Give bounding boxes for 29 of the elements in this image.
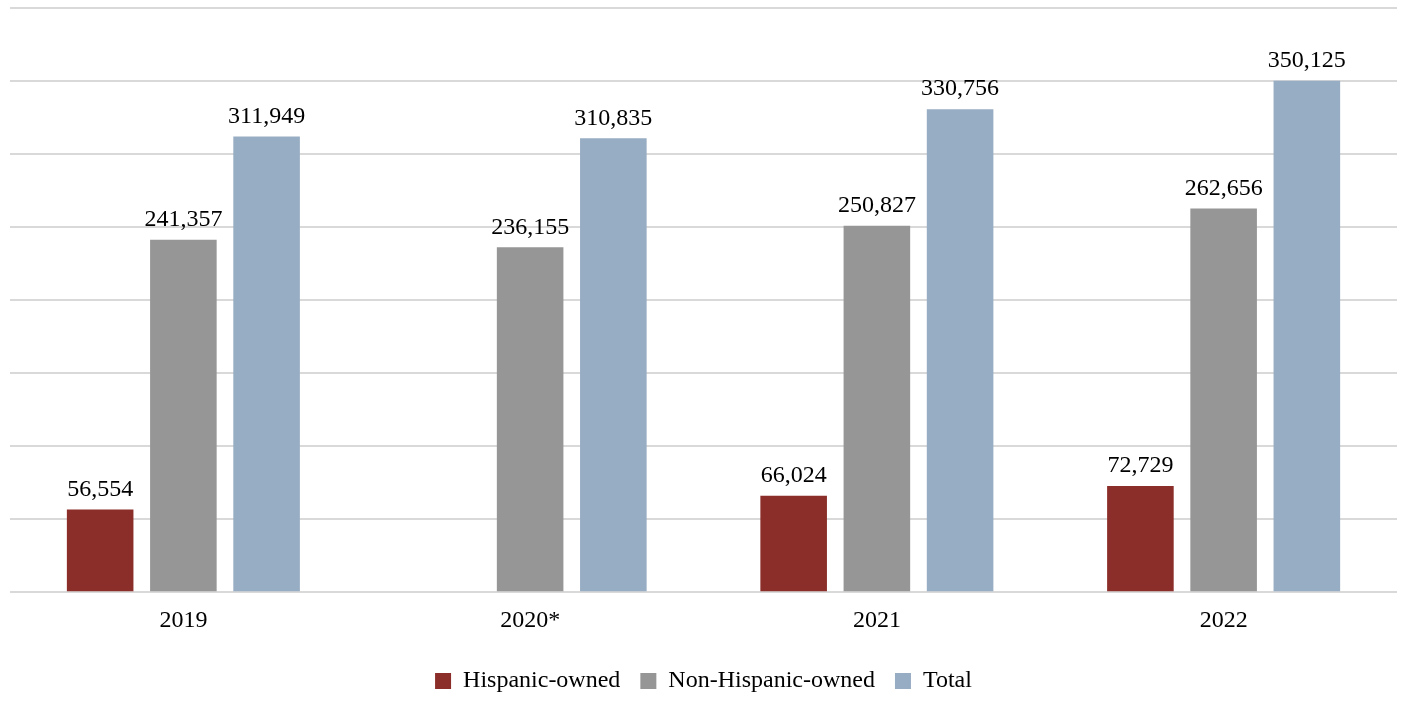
data-label: 250,827 [837,191,916,218]
bar [1273,80,1341,592]
bar [580,138,647,592]
x-tick-label: 2020* [500,605,561,632]
bar [150,239,217,592]
data-label: 310,835 [574,103,653,130]
x-tick-label: 2019 [159,605,208,632]
bar [843,225,911,592]
legend-label: Total [922,666,973,693]
legend-label: Non-Hispanic-owned [668,666,875,693]
data-label: 72,729 [1107,451,1174,478]
data-label: 56,554 [67,474,134,501]
bar [1190,208,1257,592]
bar [496,247,564,592]
legend-label: Hispanic-owned [463,666,621,693]
data-label: 350,125 [1267,46,1346,73]
data-label: 311,949 [228,101,306,128]
bar [1107,485,1174,592]
bar [66,509,134,592]
data-label: 66,024 [760,461,827,488]
bar [926,109,994,592]
data-label: 236,155 [491,212,570,239]
data-label: 262,656 [1184,173,1263,200]
x-tick-label: 2022 [1199,605,1248,632]
bar [760,495,827,592]
data-label: 241,357 [144,204,223,231]
data-label: 330,756 [921,74,1000,101]
x-tick-label: 2021 [852,605,901,632]
bar [233,136,300,592]
